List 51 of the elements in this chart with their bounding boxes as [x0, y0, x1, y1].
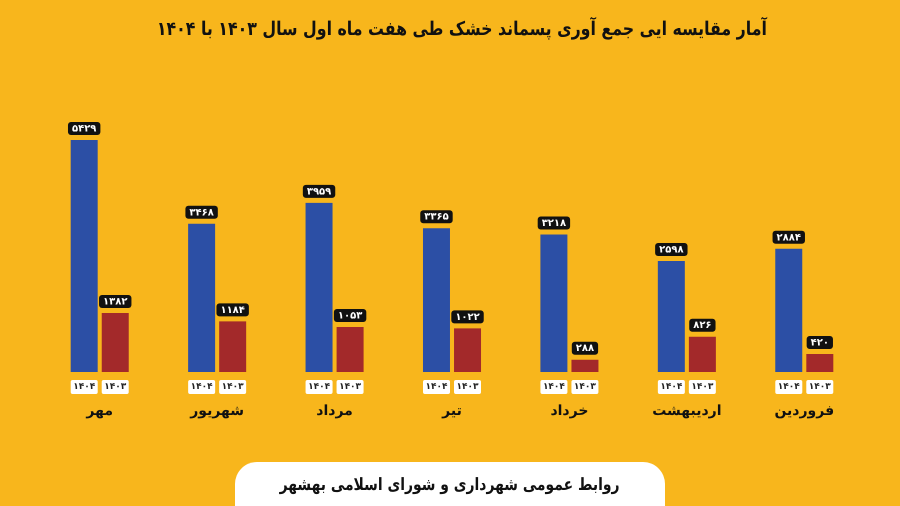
bar — [540, 234, 568, 372]
bar — [70, 140, 98, 372]
data-label: ۳۳۶۵ — [424, 212, 449, 223]
data-label: ۱۰۵۳ — [338, 310, 362, 322]
text: ۱۴۰۳ — [339, 382, 362, 392]
data-label: ۱۳۸۲ — [103, 296, 128, 308]
chart-title: آمار مقایسه ایی جمع آوری پسماند خشک طی هفت ماه اول سال ۱۴۰۳ با ۱۴۰۴ — [156, 18, 767, 40]
bar — [102, 312, 129, 372]
text: ۱۴۰۳ — [691, 382, 714, 392]
data-label: ۲۵۹۸ — [659, 244, 684, 256]
series-label: ۱۴۰۳ — [104, 382, 127, 392]
caption-panel: روابط عمومی شهرداری و شورای اسلامی بهشهر — [235, 462, 665, 506]
bar — [454, 328, 482, 372]
bar — [658, 260, 685, 372]
data-label: ۴۲۰ — [810, 338, 829, 349]
text: ۱۴۰۴ — [542, 382, 565, 392]
data-label: ۱۱۸۴ — [220, 304, 245, 316]
bar — [688, 336, 716, 372]
text: ۱۴۰۴ — [778, 382, 800, 392]
series-label: ۱۴۰۴ — [73, 382, 96, 392]
bar — [422, 228, 450, 372]
text: ۱۴۰۳ — [222, 382, 244, 392]
x-tick-label: خرداد — [550, 403, 588, 419]
data-label: ۲۸۸۴ — [776, 232, 801, 244]
text: ۱۴۰۴ — [660, 382, 682, 392]
data-label: ۳۲۱۸ — [542, 218, 566, 229]
data-label: ۳۴۶۸ — [189, 207, 214, 218]
text: ۱۴۰۴ — [426, 382, 448, 392]
x-tick-label: مرداد — [316, 403, 353, 419]
data-label: ۵۴۲۹ — [72, 124, 96, 134]
data-label: ۳۹۵۹ — [306, 186, 332, 198]
x-tick-label: شهریور — [189, 403, 244, 419]
x-tick-label: اردیبهشت — [652, 403, 722, 419]
x-tick-label: مهر — [85, 403, 114, 419]
bar — [219, 321, 246, 372]
x-tick-label: تیر — [441, 403, 462, 419]
data-label: ۱۰۲۲ — [455, 312, 480, 323]
bar — [188, 224, 216, 372]
data-label: ۲۸۸ — [576, 343, 594, 354]
text: ۱۴۰۴ — [308, 382, 330, 392]
bar — [571, 360, 598, 372]
text: ۱۴۰۳ — [808, 382, 831, 392]
bar — [806, 354, 834, 372]
data-label: ۸۲۶ — [693, 320, 712, 332]
bar — [306, 202, 333, 372]
text: ۱۴۰۴ — [190, 382, 213, 392]
text: ۱۴۰۳ — [574, 382, 596, 392]
text: ۱۴۰۳ — [456, 382, 478, 392]
x-tick-label: فروردین — [774, 403, 834, 419]
bar — [336, 327, 364, 372]
bar — [775, 248, 802, 372]
